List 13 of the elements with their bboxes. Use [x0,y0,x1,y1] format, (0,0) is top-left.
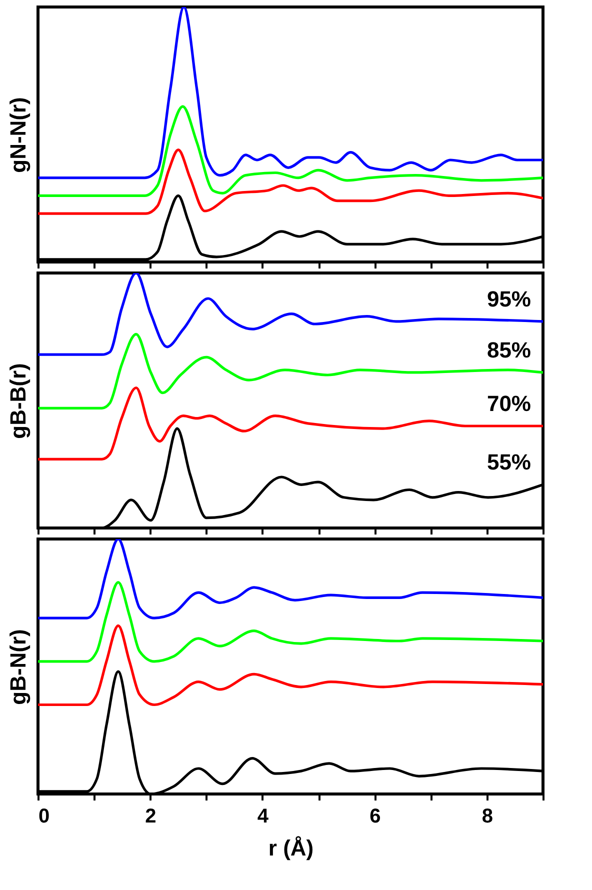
series-label: 70% [486,391,531,416]
series-label: 95% [486,286,531,312]
x-tick-label: 6 [370,806,381,828]
x-axis-title: r (Å) [268,836,314,860]
x-tick-label: 0 [38,806,50,828]
x-tick-label: 4 [257,806,270,828]
x-tick-label: 8 [482,806,493,828]
series-label: 55% [486,450,531,475]
y-axis-title: gB-B(r) [6,363,30,439]
series-label: 85% [486,337,531,362]
x-tick-label: 2 [145,806,156,828]
y-axis-title: gN-N(r) [6,97,30,173]
y-axis-title: gB-N(r) [6,629,30,705]
